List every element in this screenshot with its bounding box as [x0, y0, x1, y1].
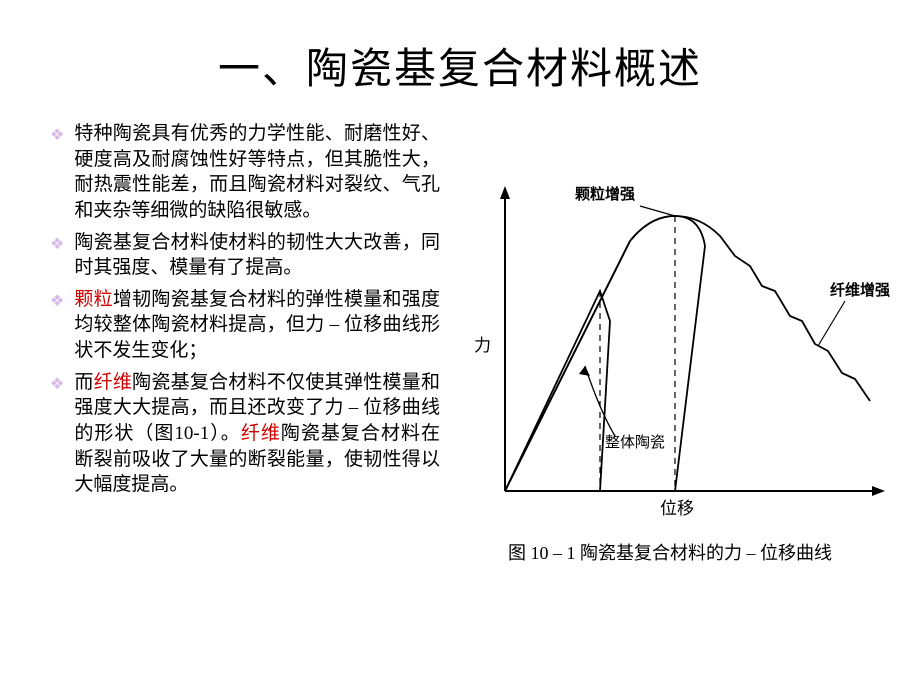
force-displacement-chart: 力 位移 颗粒增强 纤维增强 整体陶瓷 — [450, 161, 890, 531]
bullet-icon: ❖ — [50, 234, 64, 281]
figure-area: 力 位移 颗粒增强 纤维增强 整体陶瓷 图 10 – 1 陶瓷基复合材料的力 –… — [450, 121, 890, 565]
bullet-icon: ❖ — [50, 125, 64, 224]
y-axis-label: 力 — [468, 336, 493, 353]
leader-fiber — [818, 301, 845, 346]
highlight-red: 纤维 — [94, 372, 133, 393]
bullet-text-part: 增韧陶瓷基复合材料的弹性模量和强度均较整体陶瓷材料提高，但力 – 位移曲线形状不… — [74, 289, 440, 361]
chart-svg — [450, 161, 890, 531]
leader-arrowhead — [579, 366, 590, 376]
label-fiber: 纤维增强 — [830, 279, 890, 300]
figure-caption: 图 10 – 1 陶瓷基复合材料的力 – 位移曲线 — [450, 539, 890, 565]
bullet-text: 而纤维陶瓷基复合材料不仅使其弹性模量和强度大大提高，而且还改变了力 – 位移曲线… — [74, 370, 440, 498]
bullet-icon: ❖ — [50, 374, 64, 498]
page-title: 一、陶瓷基复合材料概述 — [0, 0, 920, 121]
bullet-text: 陶瓷基复合材料使材料的韧性大大改善，同时其强度、模量有了提高。 — [74, 230, 440, 281]
bullet-text-part: 而 — [74, 372, 93, 393]
x-axis-label: 位移 — [660, 494, 694, 519]
bullet-text: 颗粒增韧陶瓷基复合材料的弹性模量和强度均较整体陶瓷材料提高，但力 – 位移曲线形… — [74, 287, 440, 364]
content-area: ❖ 特种陶瓷具有优秀的力学性能、耐磨性好、硬度高及耐腐蚀性好等特点，但其脆性大，… — [0, 121, 920, 565]
curve-fiber — [505, 216, 870, 491]
highlight-red: 纤维 — [241, 423, 281, 444]
bullet-icon: ❖ — [50, 291, 64, 364]
x-axis-arrow — [872, 486, 885, 496]
list-item: ❖ 颗粒增韧陶瓷基复合材料的弹性模量和强度均较整体陶瓷材料提高，但力 – 位移曲… — [50, 287, 440, 364]
label-monolithic: 整体陶瓷 — [605, 431, 665, 452]
highlight-red: 颗粒 — [74, 289, 113, 310]
list-item: ❖ 而纤维陶瓷基复合材料不仅使其弹性模量和强度大大提高，而且还改变了力 – 位移… — [50, 370, 440, 498]
list-item: ❖ 陶瓷基复合材料使材料的韧性大大改善，同时其强度、模量有了提高。 — [50, 230, 440, 281]
bullet-text: 特种陶瓷具有优秀的力学性能、耐磨性好、硬度高及耐腐蚀性好等特点，但其脆性大，耐热… — [74, 121, 440, 224]
list-item: ❖ 特种陶瓷具有优秀的力学性能、耐磨性好、硬度高及耐腐蚀性好等特点，但其脆性大，… — [50, 121, 440, 224]
leader-particle — [640, 206, 675, 216]
label-particle: 颗粒增强 — [575, 183, 635, 204]
bullet-list: ❖ 特种陶瓷具有优秀的力学性能、耐磨性好、硬度高及耐腐蚀性好等特点，但其脆性大，… — [50, 121, 450, 565]
y-axis-arrow — [500, 186, 510, 199]
